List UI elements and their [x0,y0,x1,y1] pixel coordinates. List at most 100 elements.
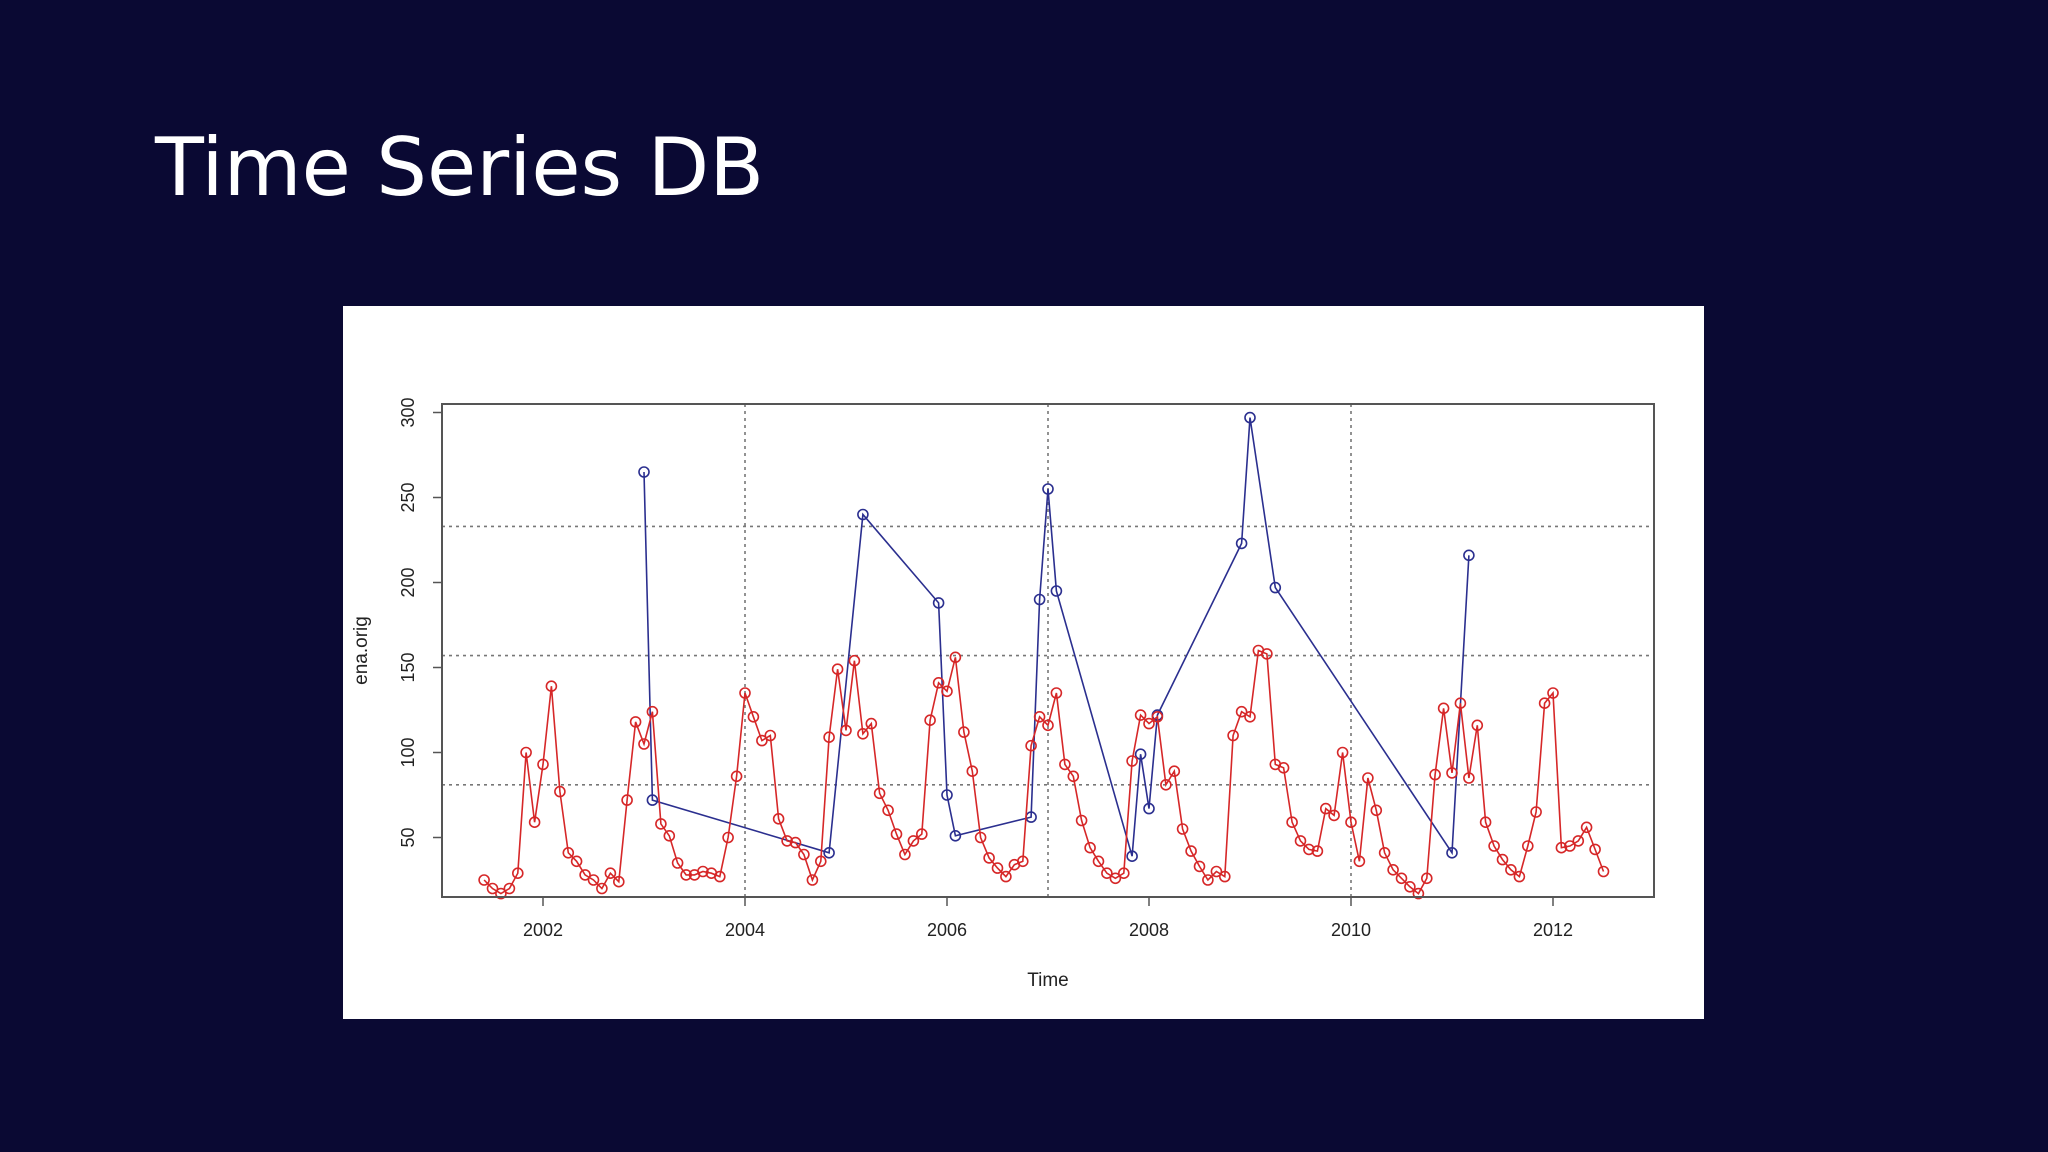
data-point [486,882,499,895]
data-point [1589,843,1601,856]
data-point [562,846,575,859]
data-point [1463,772,1475,784]
data-point [1000,870,1012,883]
data-point [958,726,970,738]
data-point [1294,835,1307,847]
data-point [806,874,819,886]
data-point [503,882,516,895]
data-point [1496,853,1509,866]
data-point [1421,872,1433,885]
data-point [1042,719,1054,732]
data-point [1353,855,1366,868]
data-point [1319,802,1332,815]
data-point [890,828,903,840]
data-point [1597,865,1610,878]
data-point [1362,772,1374,784]
data-point [1488,840,1500,852]
data-point [848,654,861,667]
data-point [554,785,566,798]
data-point [1151,710,1164,723]
data-point [857,727,869,740]
data-point [1075,814,1088,827]
data-point [781,835,793,847]
y-tick-label: 100 [398,737,418,767]
data-point [1092,855,1105,868]
chart-panel: 2002 2004 2006 2008 2010 2012 50 100 150 200 250 30… [343,306,1704,1019]
data-point [1025,739,1037,752]
data-point [1126,850,1138,863]
data-point [747,710,760,723]
data-point [730,770,743,783]
data-point [798,848,810,861]
series-line [643,417,1470,857]
data-point [1059,758,1071,771]
data-point [1471,719,1484,732]
data-point [1395,872,1408,885]
data-point [520,746,532,759]
data-point [1160,778,1172,791]
data-point [899,848,911,861]
data-point [1446,767,1458,779]
x-tick-label: 2002 [523,920,563,940]
x-tick-label: 2010 [1331,920,1371,940]
data-point [1101,867,1113,880]
grid-layer [442,404,1654,897]
data-point [814,855,827,868]
data-point [1412,887,1425,900]
data-point [663,829,676,842]
data-point [612,875,625,888]
data-point [545,680,558,693]
x-tick-label: 2008 [1129,920,1169,940]
data-point [1067,770,1080,783]
x-tick-label: 2006 [927,920,967,940]
data-point [915,828,928,840]
data-point [882,804,894,817]
data-point [1176,823,1189,835]
data-point [1429,768,1441,781]
data-point [924,714,936,727]
time-series-chart: 2002 2004 2006 2008 2010 2012 50 100 150 200 250 30… [351,397,1655,991]
data-point [579,869,591,881]
data-point [1143,717,1155,730]
data-point [1117,867,1130,880]
data-point [1033,710,1046,723]
data-point [1109,872,1122,885]
y-tick-label: 250 [398,482,418,512]
data-point [1286,816,1298,829]
data-point [1261,648,1273,660]
data-point [1244,710,1256,723]
data-point [1202,874,1214,886]
data-point [1513,870,1526,883]
data-point [1387,863,1399,876]
data-point [823,731,835,744]
x-tick-label: 2012 [1533,920,1573,940]
data-point [1033,593,1046,606]
data-point [512,867,524,880]
data-point [596,882,608,895]
y-tick-label: 300 [398,397,418,427]
data-point [772,812,785,825]
series-2 [478,644,1610,900]
data-point [840,724,852,737]
data-point [1134,748,1147,761]
data-point [991,862,1004,874]
data-point [629,716,642,728]
series-1 [638,411,1475,863]
data-point [1311,845,1324,857]
y-axis-label: ena.orig [351,616,372,685]
y-tick-label: 50 [398,827,418,847]
data-point [1345,816,1357,829]
data-point [1505,863,1517,876]
data-point [1235,537,1248,550]
data-point [638,466,650,478]
data-point [949,829,962,842]
data-point [1555,841,1568,854]
data-point [1404,880,1416,893]
data-point [1016,855,1029,868]
data-point [1328,809,1340,822]
data-point [966,765,979,778]
y-tick-label: 150 [398,652,418,682]
axis-layer: 2002 2004 2006 2008 2010 2012 50 100 150 200 250 30… [398,397,1573,940]
data-point [1185,845,1197,857]
data-point [1454,697,1467,710]
